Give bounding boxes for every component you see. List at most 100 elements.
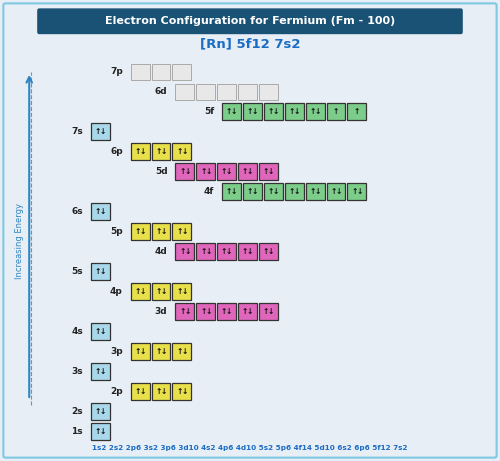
Text: ↓: ↓ bbox=[160, 148, 166, 156]
Text: ↑: ↑ bbox=[156, 227, 162, 236]
Text: 4d: 4d bbox=[154, 248, 168, 256]
Text: ↓: ↓ bbox=[160, 347, 166, 356]
Bar bbox=[152, 64, 171, 80]
Text: ↓: ↓ bbox=[100, 267, 106, 276]
FancyBboxPatch shape bbox=[4, 3, 496, 458]
Text: ↓: ↓ bbox=[314, 107, 321, 117]
Text: ↑: ↑ bbox=[262, 248, 269, 256]
Text: ↓: ↓ bbox=[184, 307, 190, 316]
Text: 4p: 4p bbox=[110, 287, 122, 296]
Bar bbox=[306, 183, 324, 201]
Text: ↑: ↑ bbox=[200, 307, 206, 316]
Bar bbox=[130, 224, 150, 240]
Bar bbox=[348, 103, 366, 120]
Text: ↓: ↓ bbox=[100, 327, 106, 337]
Text: 1s2 2s2 2p6 3s2 3p6 3d10 4s2 4p6 4d10 5s2 5p6 4f14 5d10 6s2 6p6 5f12 7s2: 1s2 2s2 2p6 3s2 3p6 3d10 4s2 4p6 4d10 5s… bbox=[92, 445, 408, 451]
Text: ↓: ↓ bbox=[181, 347, 188, 356]
FancyBboxPatch shape bbox=[37, 8, 463, 34]
Text: ↑: ↑ bbox=[94, 407, 101, 416]
Text: ↑: ↑ bbox=[176, 227, 182, 236]
Text: ↓: ↓ bbox=[181, 148, 188, 156]
Text: ↑: ↑ bbox=[226, 107, 232, 117]
Text: ↑: ↑ bbox=[176, 148, 182, 156]
Text: ↑: ↑ bbox=[288, 107, 295, 117]
Text: ↓: ↓ bbox=[100, 407, 106, 416]
Text: 5s: 5s bbox=[72, 267, 83, 276]
Text: ↑: ↑ bbox=[134, 387, 141, 396]
Text: ↓: ↓ bbox=[205, 167, 212, 177]
Bar bbox=[264, 103, 283, 120]
Bar bbox=[238, 164, 257, 180]
Text: ↑: ↑ bbox=[134, 287, 141, 296]
Text: [Rn] 5f12 7s2: [Rn] 5f12 7s2 bbox=[200, 38, 300, 51]
Text: ↑: ↑ bbox=[310, 188, 316, 196]
Text: ↑: ↑ bbox=[94, 127, 101, 136]
Bar bbox=[217, 83, 236, 100]
Bar bbox=[259, 164, 278, 180]
Text: ↓: ↓ bbox=[140, 148, 146, 156]
Text: ↑: ↑ bbox=[176, 287, 182, 296]
Text: ↑: ↑ bbox=[156, 347, 162, 356]
Text: 6s: 6s bbox=[72, 207, 83, 216]
Bar bbox=[196, 303, 215, 320]
Bar bbox=[172, 224, 192, 240]
Text: ↓: ↓ bbox=[160, 227, 166, 236]
Bar bbox=[172, 64, 192, 80]
Bar bbox=[152, 343, 171, 360]
Text: ↑: ↑ bbox=[226, 188, 232, 196]
Bar bbox=[285, 183, 304, 201]
Text: ↑: ↑ bbox=[94, 367, 101, 376]
Bar bbox=[91, 323, 110, 340]
Text: ↑: ↑ bbox=[94, 267, 101, 276]
Bar bbox=[196, 164, 215, 180]
Bar bbox=[152, 143, 171, 160]
Text: ↓: ↓ bbox=[231, 188, 237, 196]
Text: ↑: ↑ bbox=[262, 307, 269, 316]
Bar bbox=[264, 183, 283, 201]
Text: ↑: ↑ bbox=[247, 107, 253, 117]
Bar bbox=[130, 343, 150, 360]
Text: Electron Configuration for Fermium (Fm - 100): Electron Configuration for Fermium (Fm -… bbox=[105, 16, 395, 26]
Text: ↓: ↓ bbox=[226, 167, 232, 177]
Bar bbox=[91, 263, 110, 280]
Bar bbox=[285, 103, 304, 120]
Text: ↑: ↑ bbox=[221, 307, 228, 316]
Bar bbox=[196, 83, 215, 100]
Text: ↑: ↑ bbox=[351, 188, 358, 196]
Text: ↓: ↓ bbox=[226, 248, 232, 256]
Text: ↓: ↓ bbox=[247, 167, 253, 177]
Text: ↓: ↓ bbox=[181, 387, 188, 396]
Text: ↓: ↓ bbox=[140, 347, 146, 356]
Text: ↑: ↑ bbox=[134, 227, 141, 236]
Text: ↓: ↓ bbox=[140, 227, 146, 236]
Bar bbox=[172, 143, 192, 160]
Text: 3s: 3s bbox=[72, 367, 83, 376]
Text: ↑: ↑ bbox=[156, 148, 162, 156]
Text: ↓: ↓ bbox=[160, 387, 166, 396]
Bar bbox=[91, 363, 110, 380]
Text: ↑: ↑ bbox=[242, 167, 248, 177]
Text: ↑: ↑ bbox=[94, 427, 101, 436]
Text: ↓: ↓ bbox=[272, 188, 279, 196]
Bar bbox=[348, 183, 366, 201]
Text: ↓: ↓ bbox=[184, 167, 190, 177]
Text: ↓: ↓ bbox=[226, 307, 232, 316]
Bar bbox=[172, 384, 192, 400]
Text: 3d: 3d bbox=[155, 307, 168, 316]
Text: 7p: 7p bbox=[110, 67, 122, 77]
Text: ↑: ↑ bbox=[134, 148, 141, 156]
Text: ↓: ↓ bbox=[268, 248, 274, 256]
Text: 1s: 1s bbox=[72, 427, 83, 436]
Text: 2p: 2p bbox=[110, 387, 122, 396]
Text: ↓: ↓ bbox=[252, 107, 258, 117]
Text: ↑: ↑ bbox=[176, 387, 182, 396]
Bar bbox=[259, 83, 278, 100]
Text: ↑: ↑ bbox=[268, 188, 274, 196]
Bar bbox=[238, 83, 257, 100]
Bar bbox=[91, 403, 110, 420]
Text: ↑: ↑ bbox=[247, 188, 253, 196]
Bar bbox=[91, 124, 110, 141]
Bar bbox=[217, 243, 236, 260]
Bar bbox=[243, 103, 262, 120]
Text: ↓: ↓ bbox=[247, 248, 253, 256]
